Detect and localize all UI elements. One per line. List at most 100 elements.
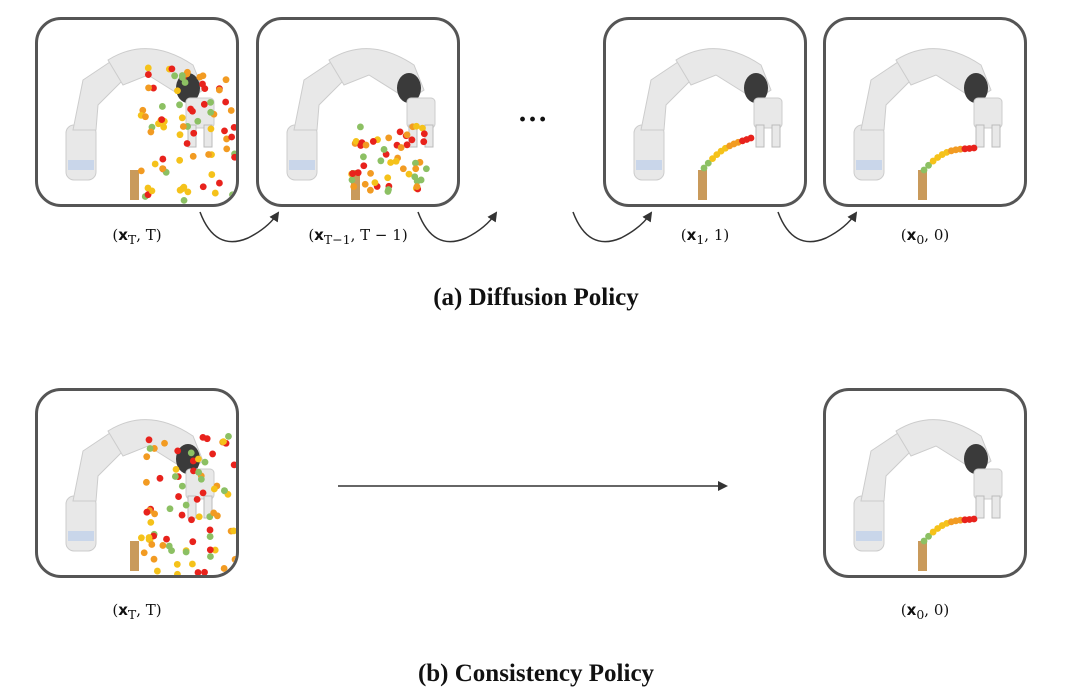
action-dot bbox=[195, 513, 203, 521]
action-dot bbox=[145, 534, 153, 541]
action-dot bbox=[210, 485, 218, 493]
caption-x1: (x1, 1) bbox=[680, 226, 730, 247]
action-dot bbox=[392, 157, 400, 165]
wooden-block-icon bbox=[918, 541, 927, 571]
action-dot bbox=[159, 542, 167, 549]
action-dot bbox=[412, 165, 420, 173]
action-dot bbox=[700, 164, 708, 172]
caption-x0-var: x bbox=[906, 226, 917, 244]
action-dot bbox=[174, 570, 181, 575]
action-dot bbox=[207, 108, 215, 116]
action-dot bbox=[178, 511, 186, 519]
action-dot bbox=[201, 85, 209, 93]
title-diffusion-policy: (a) Diffusion Policy bbox=[433, 284, 639, 311]
action-dot bbox=[196, 73, 204, 81]
panel-diffusion-clean bbox=[823, 17, 1027, 207]
action-dot bbox=[387, 159, 395, 166]
robot-arm-icon bbox=[65, 419, 215, 552]
action-dot bbox=[150, 555, 158, 563]
robot-scene bbox=[633, 48, 783, 200]
caption-x1-sub: 1 bbox=[696, 232, 705, 247]
action-dot bbox=[206, 526, 214, 534]
action-dot bbox=[175, 493, 182, 500]
action-dot bbox=[209, 450, 217, 458]
caption-x1-var: x bbox=[686, 226, 697, 244]
action-dot bbox=[403, 131, 411, 139]
action-dot bbox=[220, 565, 228, 572]
action-dot bbox=[205, 151, 213, 158]
caption-xT-var: x bbox=[118, 226, 128, 244]
action-dot bbox=[194, 569, 202, 575]
action-dot bbox=[207, 553, 214, 560]
action-dot bbox=[223, 145, 231, 153]
robot-arm-icon bbox=[853, 48, 1003, 181]
action-dot bbox=[397, 144, 405, 151]
action-dot bbox=[413, 183, 421, 191]
action-dot bbox=[221, 127, 228, 135]
action-dot bbox=[160, 123, 168, 131]
action-dot bbox=[194, 117, 202, 125]
action-dot bbox=[146, 445, 154, 452]
action-dot bbox=[187, 105, 195, 113]
action-dot bbox=[183, 140, 191, 147]
action-dot bbox=[145, 436, 153, 444]
action-dot bbox=[230, 461, 236, 469]
action-dot bbox=[189, 152, 197, 160]
caption-bottom-x0-sub: 0 bbox=[916, 607, 925, 622]
action-dot bbox=[207, 98, 214, 106]
action-dot bbox=[144, 64, 152, 72]
action-dot bbox=[920, 537, 928, 545]
action-dot bbox=[163, 535, 170, 543]
action-dot bbox=[174, 447, 182, 455]
action-dot bbox=[195, 455, 202, 463]
action-dot bbox=[230, 123, 236, 131]
robot-scene bbox=[65, 419, 236, 575]
action-dot bbox=[197, 475, 205, 483]
action-trajectory bbox=[920, 144, 978, 174]
caption-bottom-x0: (x0, 0) bbox=[900, 601, 950, 622]
action-dot bbox=[206, 533, 214, 540]
action-samples bbox=[137, 432, 236, 575]
action-dot bbox=[417, 176, 425, 184]
action-dot bbox=[231, 556, 236, 563]
action-dot bbox=[159, 165, 167, 172]
action-dot bbox=[145, 84, 152, 92]
action-dot bbox=[228, 133, 236, 141]
action-dot bbox=[709, 155, 716, 163]
wooden-block-icon bbox=[130, 170, 139, 200]
action-dot bbox=[369, 138, 377, 145]
caption-bottom-xT-var: x bbox=[118, 601, 128, 619]
panel-consistency-noise bbox=[35, 388, 239, 578]
action-dot bbox=[225, 432, 232, 440]
action-dot bbox=[408, 136, 416, 144]
action-dot bbox=[181, 79, 189, 86]
action-dot bbox=[151, 510, 159, 518]
caption-x0-rest: , 0) bbox=[924, 226, 950, 244]
action-dot bbox=[147, 518, 155, 526]
action-dot bbox=[188, 516, 195, 524]
action-dot bbox=[211, 189, 219, 197]
caption-x1-rest: , 1) bbox=[704, 226, 730, 244]
action-dot bbox=[352, 137, 360, 145]
action-dot bbox=[222, 98, 230, 106]
action-dot bbox=[747, 134, 755, 142]
action-dot bbox=[143, 453, 151, 461]
caption-xT: (xT, T) bbox=[112, 226, 162, 247]
action-dot bbox=[143, 478, 150, 486]
action-dot bbox=[403, 141, 411, 149]
action-dot bbox=[173, 560, 181, 568]
title-consistency-policy: (b) Consistency Policy bbox=[417, 660, 655, 687]
action-dot bbox=[182, 548, 190, 556]
robot-arm-icon bbox=[633, 48, 783, 181]
action-dot bbox=[199, 489, 207, 497]
action-dot bbox=[161, 439, 168, 447]
action-dot bbox=[168, 65, 176, 73]
caption-xT-sub: T bbox=[127, 232, 137, 247]
action-dot bbox=[176, 131, 184, 139]
caption-xT-1-sub: T−1 bbox=[323, 232, 351, 247]
caption-bottom-x0-rest: , 0) bbox=[924, 601, 950, 619]
action-dot bbox=[188, 560, 196, 568]
action-dot bbox=[384, 174, 392, 182]
action-dot bbox=[413, 122, 420, 130]
action-dot bbox=[182, 501, 190, 509]
